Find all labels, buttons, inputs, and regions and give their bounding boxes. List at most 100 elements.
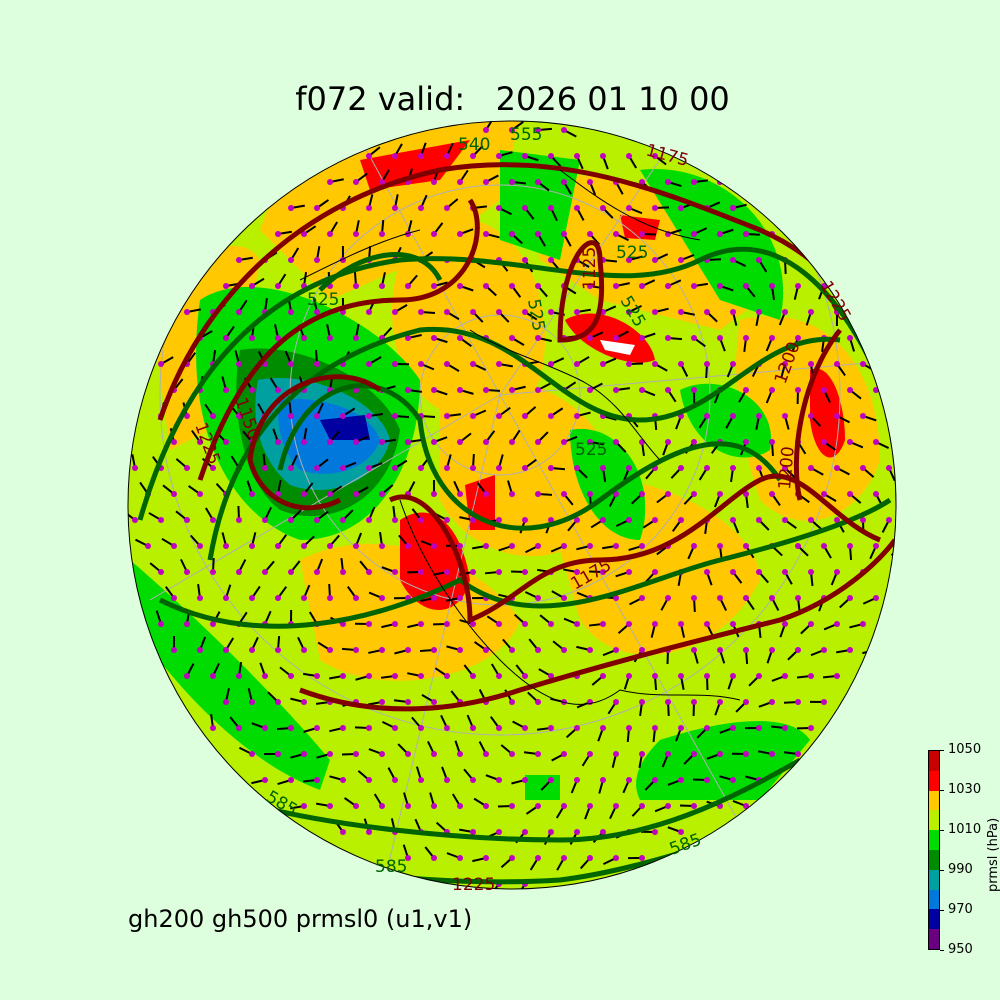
wind-station-dot: [262, 517, 268, 523]
wind-station-dot: [301, 699, 307, 705]
wind-station-dot: [275, 231, 281, 237]
wind-station-dot: [704, 673, 710, 679]
wind-station-dot: [691, 283, 697, 289]
wind-station-dot: [769, 751, 775, 757]
wind-station-dot: [405, 699, 411, 705]
colorbar-tick: 990: [940, 862, 973, 877]
wind-station-dot: [743, 699, 749, 705]
wind-station-dot: [587, 231, 593, 237]
wind-station-dot: [444, 777, 450, 783]
wind-station-dot: [314, 673, 320, 679]
wind-station-dot: [652, 361, 658, 367]
wind-station-dot: [652, 829, 658, 835]
colorbar-bin: [929, 889, 939, 910]
wind-station-dot: [314, 517, 320, 523]
wind-station-dot: [431, 543, 437, 549]
wind-station-dot: [730, 725, 736, 731]
wind-station-dot: [444, 725, 450, 731]
wind-station-dot: [197, 595, 203, 601]
wind-station-dot: [847, 543, 853, 549]
colorbar: [928, 750, 940, 950]
wind-station-dot: [132, 517, 138, 523]
wind-station-dot: [509, 543, 515, 549]
wind-station-dot: [470, 413, 476, 419]
wind-station-dot: [730, 361, 736, 367]
wind-station-dot: [184, 413, 190, 419]
wind-station-dot: [275, 699, 281, 705]
wind-station-dot: [652, 153, 658, 159]
wind-station-dot: [847, 595, 853, 601]
wind-station-dot: [236, 517, 242, 523]
wind-station-dot: [587, 647, 593, 653]
wind-station-dot: [600, 673, 606, 679]
wind-station-dot: [613, 283, 619, 289]
wind-station-dot: [899, 491, 905, 497]
wind-station-dot: [717, 335, 723, 341]
wind-station-dot: [418, 517, 424, 523]
wind-station-dot: [600, 205, 606, 211]
wind-station-dot: [314, 361, 320, 367]
wind-station-dot: [392, 569, 398, 575]
wind-station-dot: [769, 595, 775, 601]
wind-station-dot: [639, 387, 645, 393]
wind-station-dot: [496, 205, 502, 211]
wind-station-dot: [496, 673, 502, 679]
wind-station-dot: [665, 283, 671, 289]
wind-station-dot: [626, 673, 632, 679]
wind-station-dot: [171, 595, 177, 601]
wind-station-dot: [327, 439, 333, 445]
wind-station-dot: [184, 465, 190, 471]
wind-station-dot: [353, 439, 359, 445]
wind-station-dot: [301, 595, 307, 601]
wind-station-dot: [548, 725, 554, 731]
wind-station-dot: [132, 465, 138, 471]
gh500-label: 585: [375, 857, 407, 877]
wind-station-dot: [600, 517, 606, 523]
wind-station-dot: [587, 439, 593, 445]
wind-station-dot: [509, 283, 515, 289]
wind-station-dot: [275, 751, 281, 757]
colorbar-bin: [929, 810, 939, 831]
wind-station-dot: [223, 387, 229, 393]
wind-station-dot: [574, 569, 580, 575]
wind-station-dot: [431, 855, 437, 861]
wind-barb: [719, 175, 734, 183]
wind-station-dot: [379, 179, 385, 185]
colorbar-bin: [929, 850, 939, 870]
wind-station-dot: [678, 361, 684, 367]
wind-station-dot: [574, 413, 580, 419]
wind-station-dot: [639, 283, 645, 289]
wind-station-dot: [379, 543, 385, 549]
wind-station-dot: [743, 231, 749, 237]
wind-station-dot: [444, 621, 450, 627]
wind-station-dot: [834, 673, 840, 679]
wind-station-dot: [145, 543, 151, 549]
wind-station-dot: [288, 517, 294, 523]
wind-station-dot: [509, 231, 515, 237]
wind-station-dot: [405, 803, 411, 809]
wind-station-dot: [730, 309, 736, 315]
wind-station-dot: [678, 465, 684, 471]
wind-station-dot: [444, 569, 450, 575]
wind-station-dot: [197, 543, 203, 549]
wind-station-dot: [834, 621, 840, 627]
wind-station-dot: [392, 777, 398, 783]
wind-station-dot: [418, 205, 424, 211]
wind-station-dot: [249, 335, 255, 341]
wind-station-dot: [509, 491, 515, 497]
wind-station-dot: [314, 205, 320, 211]
wind-station-dot: [470, 309, 476, 315]
wind-station-dot: [769, 491, 775, 497]
wind-station-dot: [366, 413, 372, 419]
wind-station-dot: [717, 231, 723, 237]
wind-station-dot: [730, 465, 736, 471]
wind-station-dot: [301, 439, 307, 445]
wind-station-dot: [665, 491, 671, 497]
wind-station-dot: [561, 543, 567, 549]
wind-station-dot: [327, 595, 333, 601]
wind-station-dot: [821, 647, 827, 653]
wind-station-dot: [860, 465, 866, 471]
wind-station-dot: [782, 309, 788, 315]
wind-station-dot: [808, 309, 814, 315]
wind-station-dot: [561, 751, 567, 757]
